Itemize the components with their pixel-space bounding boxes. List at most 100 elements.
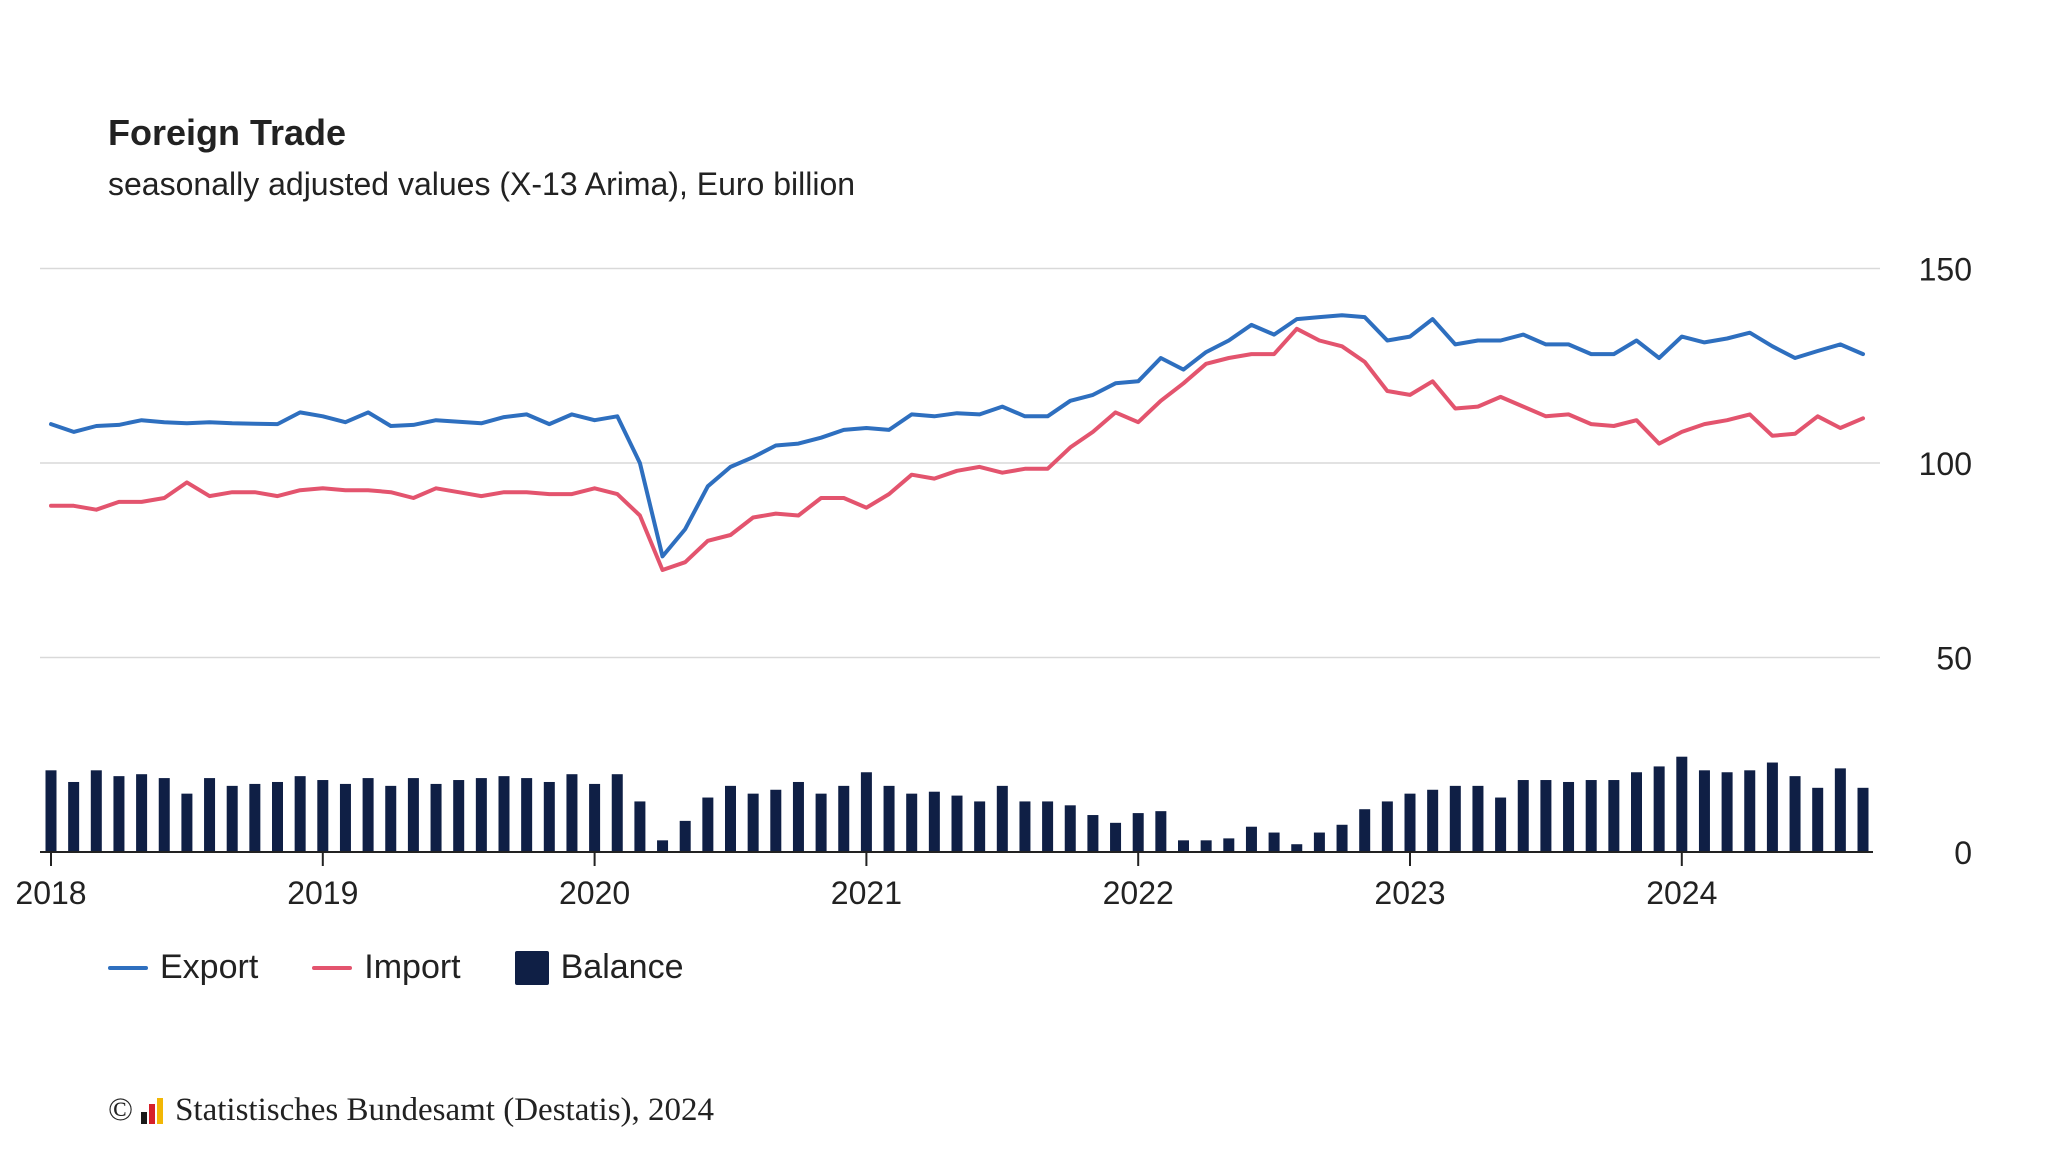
balance-bar <box>838 785 850 852</box>
balance-bar <box>453 780 465 852</box>
balance-bar <box>792 781 804 852</box>
balance-bar <box>1472 785 1484 852</box>
balance-bar <box>1223 838 1235 852</box>
balance-bar <box>1427 789 1439 852</box>
balance-bar <box>181 793 193 852</box>
grid-lines <box>40 267 1880 659</box>
balance-bar <box>475 778 487 852</box>
balance-bar <box>45 770 57 852</box>
x-tick-label: 2018 <box>15 875 86 911</box>
legend-label-import: Import <box>364 948 461 986</box>
balance-bar <box>521 778 533 852</box>
y-tick-label: 50 <box>1936 641 1972 677</box>
balance-bar <box>657 840 669 852</box>
balance-bar <box>679 820 691 852</box>
balance-bar <box>1495 797 1507 852</box>
balance-bar <box>362 778 374 852</box>
balance-bar <box>1608 780 1620 852</box>
balance-bar <box>1766 762 1778 852</box>
balance-bar <box>136 774 148 852</box>
series-lines <box>49 313 1865 572</box>
balance-bar <box>1676 756 1688 852</box>
balance-bar <box>1110 822 1122 852</box>
balance-bar <box>1789 776 1801 852</box>
balance-bar <box>385 785 397 852</box>
balance-bar <box>1653 766 1665 852</box>
legend-item-import[interactable]: Import <box>312 948 461 987</box>
balance-bar <box>725 785 736 852</box>
balance-bar <box>1087 815 1099 852</box>
balance-bar <box>272 781 283 852</box>
balance-bar <box>1449 785 1461 852</box>
balance-bar <box>1313 832 1325 852</box>
balance-bar <box>1291 844 1303 852</box>
balance-bar <box>1563 781 1575 852</box>
balance-bar <box>1381 801 1393 852</box>
balance-bar <box>1064 805 1076 852</box>
balance-bar <box>113 776 125 852</box>
x-tick-label: 2022 <box>1103 875 1174 911</box>
balance-bar <box>1585 780 1597 852</box>
balance-bar <box>951 795 963 852</box>
balance-bar <box>1178 840 1189 852</box>
y-tick-label: 100 <box>1919 446 1972 482</box>
balance-bar <box>747 793 759 852</box>
balance-bar <box>611 774 623 852</box>
balance-bar <box>1744 770 1756 852</box>
x-tick-label: 2021 <box>831 875 902 911</box>
y-tick-label: 150 <box>1919 252 1972 288</box>
balance-bar <box>906 793 918 852</box>
balance-bar <box>883 785 895 852</box>
balance-bar <box>860 772 872 852</box>
balance-bar <box>1631 772 1642 852</box>
balance-bar <box>1359 809 1371 852</box>
balance-bar <box>430 783 442 852</box>
export-line <box>49 313 1865 559</box>
balance-bar <box>294 776 306 852</box>
balance-bar <box>317 780 329 852</box>
balance-bar <box>1336 824 1348 852</box>
balance-bar <box>1812 787 1824 852</box>
balance-bar <box>1404 793 1416 852</box>
chart-subtitle: seasonally adjusted values (X-13 Arima),… <box>108 166 856 202</box>
y-axis: 0 50 100 150 <box>1919 252 1972 872</box>
source-text: Statistisches Bundesamt (Destatis), 2024 <box>175 1092 715 1128</box>
balance-bars <box>45 756 1869 852</box>
balance-bar <box>1155 811 1167 852</box>
balance-bar <box>1698 770 1710 852</box>
import-line-swatch <box>312 965 353 970</box>
x-tick-label: 2023 <box>1374 875 1445 911</box>
balance-bar <box>339 783 351 852</box>
balance-box-swatch <box>514 950 549 985</box>
balance-bar <box>1200 840 1212 852</box>
balance-bar <box>68 781 80 852</box>
balance-bar <box>1517 780 1529 852</box>
export-line-swatch <box>108 965 148 970</box>
x-tick-label: 2019 <box>287 875 358 911</box>
balance-bar <box>589 783 601 852</box>
legend-item-export[interactable]: Export <box>108 948 258 987</box>
balance-bar <box>996 785 1008 852</box>
balance-bar <box>566 774 578 852</box>
destatis-logo-icon <box>141 1097 164 1124</box>
balance-bar <box>1540 780 1552 852</box>
balance-bar <box>407 778 419 852</box>
legend-label-export: Export <box>160 948 259 986</box>
copyright-symbol: © <box>108 1092 134 1128</box>
balance-bar <box>1245 826 1257 852</box>
balance-bar <box>634 801 646 852</box>
x-tick-label: 2020 <box>559 875 630 911</box>
balance-bar <box>1042 801 1054 852</box>
balance-bar <box>90 770 102 852</box>
balance-bar <box>226 785 238 852</box>
legend-item-balance[interactable]: Balance <box>514 948 684 987</box>
balance-bar <box>702 797 714 852</box>
balance-bar <box>1132 813 1144 852</box>
balance-bar <box>1834 768 1846 852</box>
balance-bar <box>204 778 216 852</box>
balance-bar <box>815 793 827 852</box>
balance-bar <box>1857 787 1869 852</box>
balance-bar <box>543 781 555 852</box>
chart-title: Foreign Trade <box>108 112 347 153</box>
